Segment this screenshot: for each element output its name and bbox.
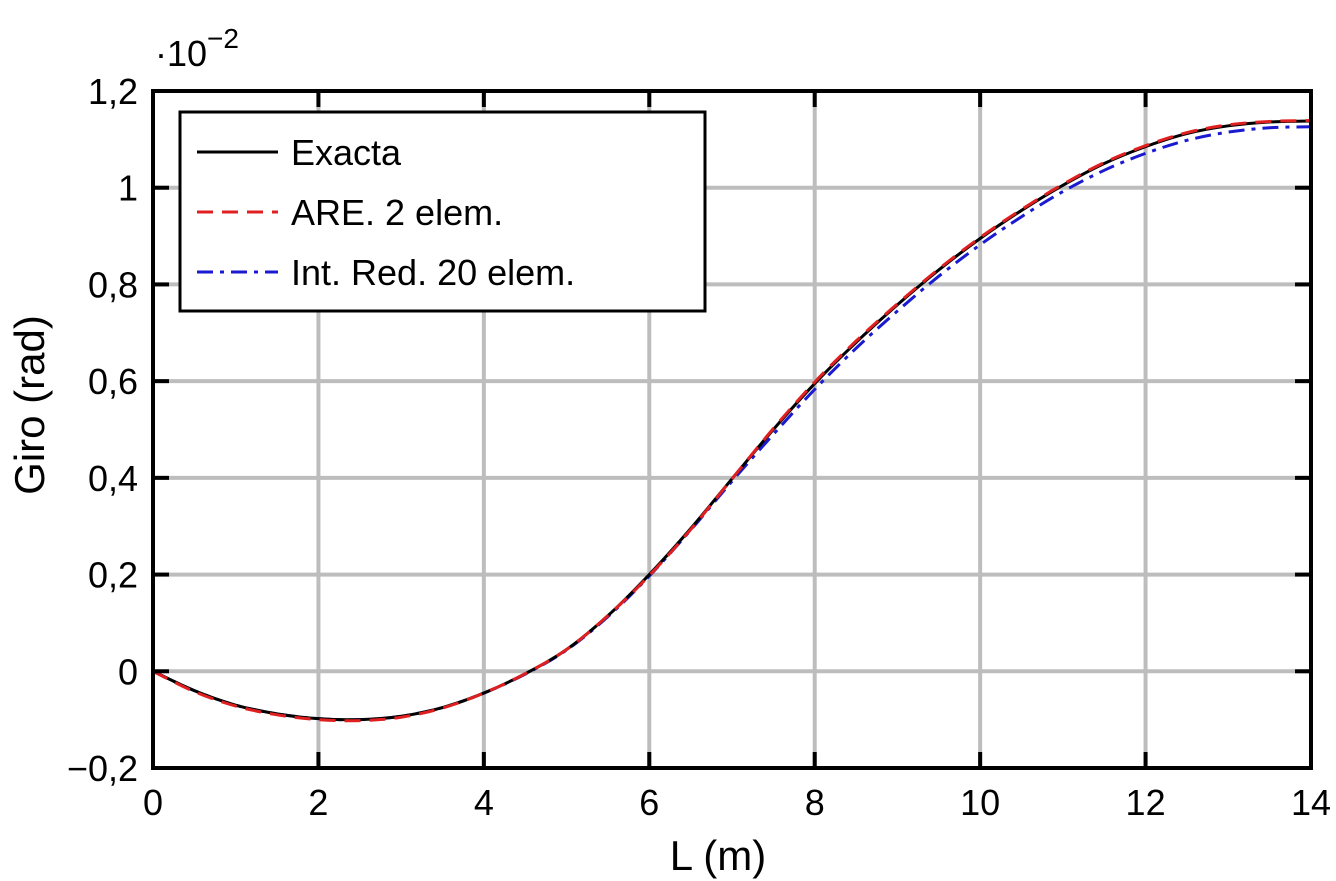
series-line-int-red-20-elem bbox=[152, 125, 1312, 722]
y-multiplier-base: ·10 bbox=[155, 33, 207, 74]
x-tick-label: 6 bbox=[639, 782, 659, 823]
x-tick-label: 14 bbox=[1291, 782, 1331, 823]
x-tick-label: 10 bbox=[960, 782, 1000, 823]
legend-label-exacta: Exacta bbox=[291, 132, 402, 173]
x-tick-label: 2 bbox=[308, 782, 328, 823]
y-tick-label: 0,4 bbox=[88, 458, 138, 499]
x-tick-label: 4 bbox=[474, 782, 494, 823]
x-tick-label: 0 bbox=[143, 782, 163, 823]
x-tick-labels: 0 2 4 6 8 10 12 14 bbox=[143, 782, 1331, 823]
legend-items: Exacta ARE. 2 elem. Int. Red. 20 elem. bbox=[197, 132, 575, 293]
legend-box bbox=[178, 110, 707, 313]
y-multiplier-exponent: −2 bbox=[207, 23, 239, 54]
y-axis-multiplier: ·10−2 bbox=[155, 23, 239, 74]
y-tick-label: 0,6 bbox=[88, 361, 138, 402]
x-axis-title: L (m) bbox=[670, 832, 766, 879]
y-tick-label: 1,2 bbox=[88, 71, 138, 112]
tick-marks bbox=[151, 89, 1313, 770]
y-tick-label: 0,2 bbox=[88, 555, 138, 596]
y-tick-labels: −0,2 0 0,2 0,4 0,6 0,8 1 1,2 bbox=[67, 71, 138, 789]
x-tick-label: 12 bbox=[1126, 782, 1166, 823]
y-tick-label: 0,8 bbox=[88, 264, 138, 305]
y-tick-label: −0,2 bbox=[67, 748, 138, 789]
legend-label-int-red-20-elem: Int. Red. 20 elem. bbox=[291, 252, 575, 293]
legend: Exacta ARE. 2 elem. Int. Red. 20 elem. bbox=[178, 110, 707, 313]
y-tick-label: 0 bbox=[118, 651, 138, 692]
x-tick-label: 8 bbox=[805, 782, 825, 823]
y-tick-label: 1 bbox=[118, 168, 138, 209]
legend-label-are-2-elem: ARE. 2 elem. bbox=[291, 192, 503, 233]
series-line-are-2-elem bbox=[152, 119, 1312, 723]
plot-frame bbox=[151, 89, 1313, 770]
series-lines bbox=[152, 119, 1312, 723]
y-axis-title: Giro (rad) bbox=[6, 315, 53, 495]
